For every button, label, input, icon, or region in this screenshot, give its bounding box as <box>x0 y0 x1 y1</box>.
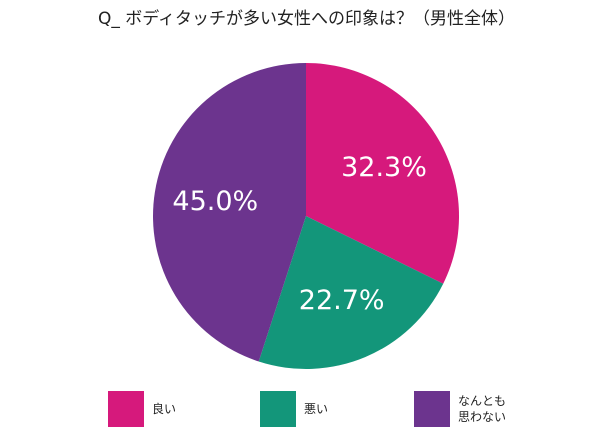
pie-value-labels: 32.3% 22.7% 45.0% <box>172 152 426 316</box>
pie-slice-neutral <box>153 63 306 362</box>
chart-legend: 良い 悪い なんとも 思わない <box>0 389 613 429</box>
legend-swatch-neutral <box>414 391 450 427</box>
legend-swatch-bad <box>260 391 296 427</box>
pie-slices <box>153 63 460 369</box>
pie-slice-good <box>306 63 460 284</box>
legend-item-bad: 悪い <box>260 389 328 429</box>
pie-slice-bad <box>258 216 444 369</box>
legend-label-bad: 悪い <box>304 402 329 416</box>
legend-label-good: 良い <box>152 402 177 416</box>
chart-title: Q_ ボディタッチが多い女性への印象は？（男性全体） <box>97 9 516 29</box>
legend-item-good: 良い <box>108 389 176 429</box>
data-label-bad: 22.7% <box>299 285 385 316</box>
data-label-neutral: 45.0% <box>172 186 258 217</box>
legend-label-neutral: なんとも 思わない <box>458 394 507 424</box>
data-label-good: 32.3% <box>341 152 427 183</box>
legend-item-neutral: なんとも 思わない <box>414 389 506 429</box>
legend-swatch-good <box>108 391 144 427</box>
